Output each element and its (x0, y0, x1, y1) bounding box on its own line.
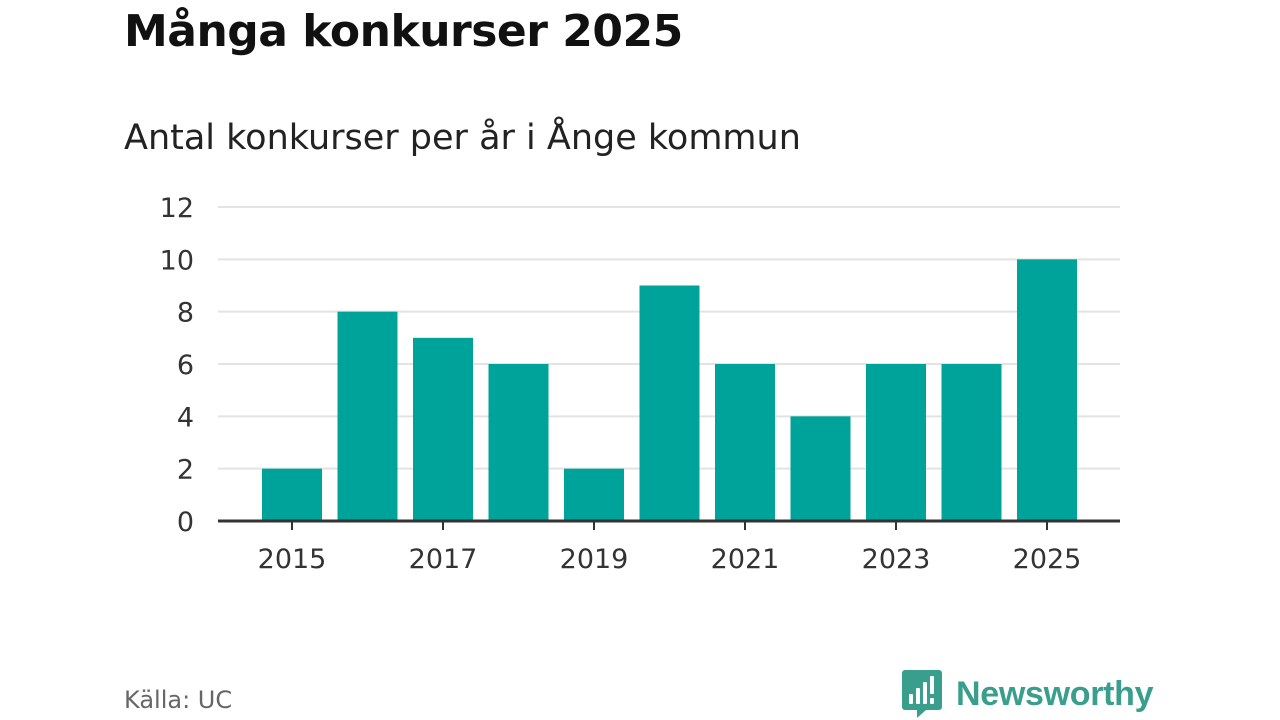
chart-title: Många konkurser 2025 (124, 6, 683, 57)
bars (262, 259, 1077, 521)
y-tick-label: 10 (160, 245, 194, 276)
x-tick-label: 2023 (862, 544, 931, 575)
bar-2017 (413, 337, 473, 521)
brand-name: Newsworthy (956, 674, 1154, 713)
x-tick-label: 2019 (560, 544, 629, 575)
newsworthy-logo-icon (902, 670, 942, 718)
bar-2021 (715, 364, 775, 521)
x-tick-label: 2015 (258, 544, 327, 575)
chart-subtitle: Antal konkurser per år i Ånge kommun (124, 118, 801, 158)
y-tick-label: 6 (177, 350, 194, 381)
y-axis-ticks: 0 2 4 6 8 10 12 (160, 193, 194, 538)
x-axis-ticks: 2015 2017 2019 2021 2023 2025 (258, 521, 1082, 575)
y-tick-label: 4 (177, 402, 194, 433)
bar-2020 (639, 285, 700, 521)
brand-logo: Newsworthy (902, 670, 1154, 718)
x-tick-label: 2021 (711, 544, 780, 575)
bar-2023 (866, 364, 926, 521)
y-tick-label: 2 (177, 455, 194, 486)
y-tick-label: 0 (177, 507, 194, 538)
bar-2015 (262, 468, 322, 521)
bar-2019 (564, 468, 624, 521)
bar-2016 (337, 311, 398, 521)
bar-2022 (790, 416, 851, 521)
x-tick-label: 2025 (1013, 544, 1082, 575)
y-tick-label: 8 (177, 298, 194, 329)
y-tick-label: 12 (160, 193, 194, 224)
x-tick-label: 2017 (409, 544, 478, 575)
bar-2018 (488, 364, 549, 521)
source-note: Källa: UC (124, 686, 233, 714)
bar-2024 (941, 364, 1002, 521)
bar-2025 (1017, 259, 1077, 521)
